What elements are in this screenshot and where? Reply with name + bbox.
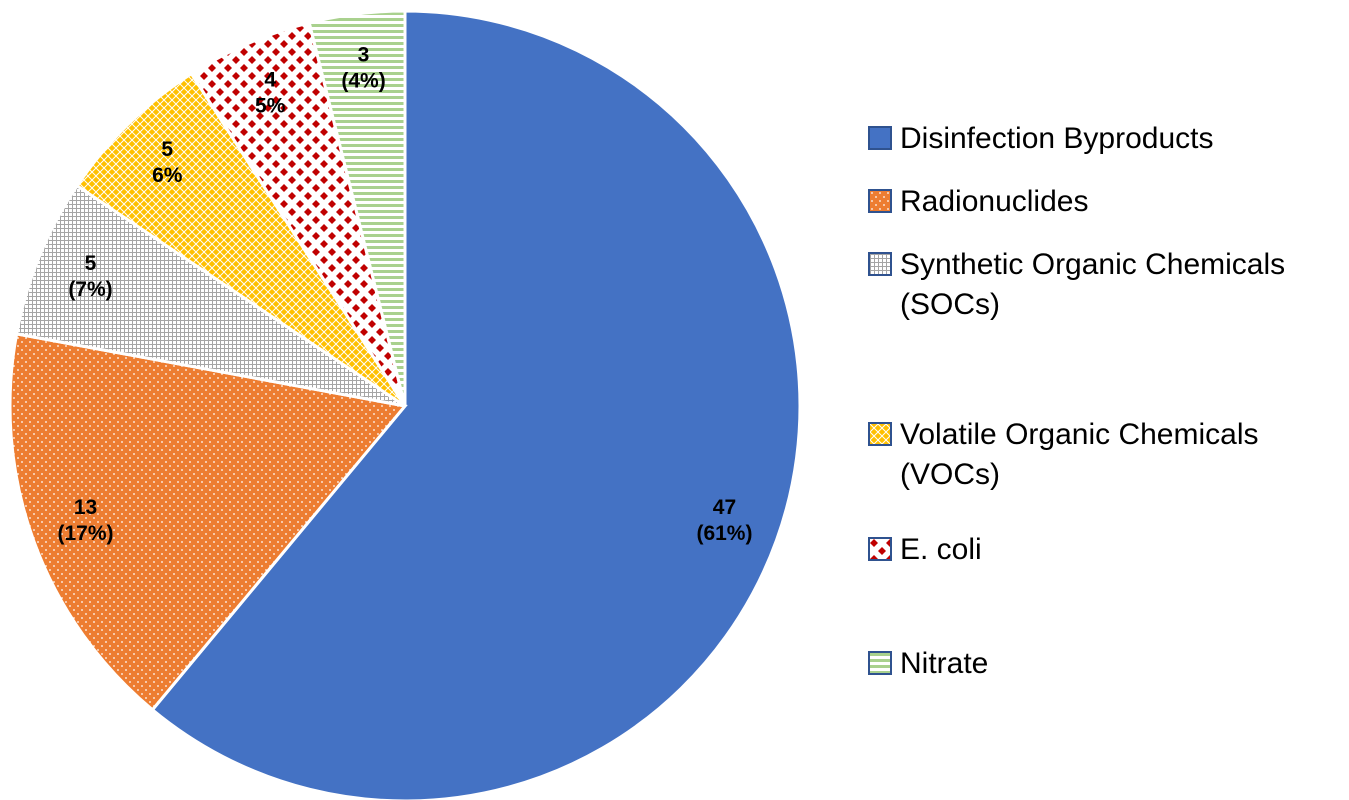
pie-slice [8,332,408,712]
pie-slice [150,9,802,800]
data-label: (4%) [341,69,385,92]
legend-label: Nitrate [900,647,989,680]
data-label: (17%) [58,522,114,545]
data-label: (61%) [696,522,752,545]
legend-item: Nitrate [868,644,1343,684]
data-label: 5 [85,252,97,275]
legend-item: E. coli [868,530,1343,570]
pie-slice [75,71,407,408]
data-label: 6% [152,164,183,187]
legend-label: Volatile Organic Chemicals (VOCs) [900,418,1259,491]
legend-swatch [868,537,892,561]
data-label: 3 [358,43,370,66]
legend-swatch [868,422,892,446]
legend-item: Disinfection Byproducts [868,119,1343,159]
legend-label: E. coli [900,533,982,566]
data-label: 47 [713,496,736,519]
data-label: 4 [264,69,276,92]
data-label: 5 [161,138,173,161]
legend-item: Radionuclides [868,182,1343,222]
legend-item: Synthetic Organic Chemicals (SOCs) [868,245,1343,325]
pie-slice [14,183,406,408]
data-label: 13 [74,496,97,519]
legend-swatch [868,126,892,150]
pie-area: 47 (61%) 13 (17%) 5 (7%) 5 6% 4 5% 3 (4%) [8,9,802,800]
legend-swatch [868,252,892,276]
legend-label: Radionuclides [900,185,1089,218]
legend-item: Volatile Organic Chemicals (VOCs) [868,415,1343,495]
legend-swatch [868,651,892,675]
legend-label: Disinfection Byproducts [900,122,1214,155]
data-label: 5% [255,95,286,118]
pie-slice [307,9,407,407]
legend-swatch [868,189,892,213]
legend-label: Synthetic Organic Chemicals (SOCs) [900,248,1286,321]
data-label: (7%) [68,278,112,301]
